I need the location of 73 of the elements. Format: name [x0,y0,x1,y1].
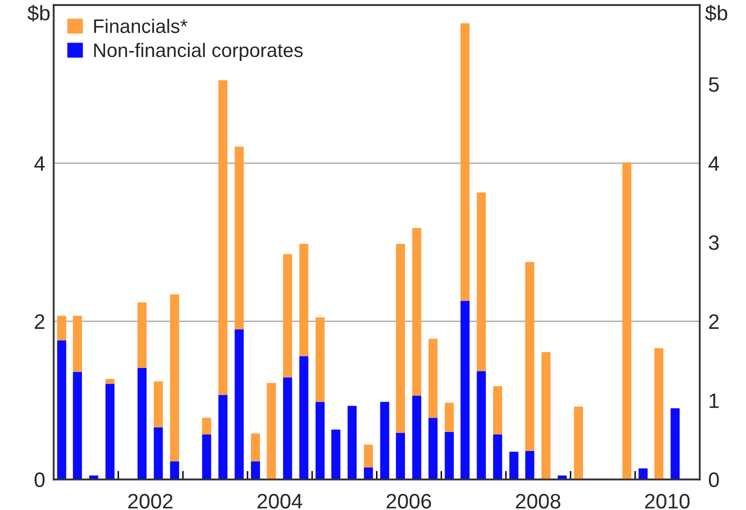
y2-tick-label: 3 [708,235,719,250]
x-tick-label: 2008 [516,494,560,509]
bar [654,348,664,480]
bar [476,371,486,480]
bar [670,408,680,480]
x-tick-label: 2004 [258,494,302,509]
legend-label: Non-financial corporates [94,42,303,62]
bar [396,432,405,480]
y2-tick-label: 1 [710,394,719,408]
bar [428,418,438,480]
bar [364,468,373,480]
bar [348,406,357,480]
x-tick-label: 2002 [128,494,172,509]
bar [525,450,534,480]
bar [316,402,325,480]
bar [380,402,390,480]
bar [266,382,276,480]
bar [412,228,422,396]
bar [105,379,115,384]
bar [57,316,66,340]
x-tick-label: 2006 [386,494,432,509]
y-tick-label: 2 [34,314,44,329]
bar [250,461,260,480]
bar [428,338,438,418]
bar [283,377,292,480]
bar [364,444,373,468]
bar [72,316,82,372]
bar [138,302,147,368]
bar [316,317,325,402]
bar [509,452,518,480]
bar [105,384,115,480]
x-tick-label: 2010 [645,494,690,509]
bar [444,432,454,480]
bar [170,294,180,462]
bar [541,352,551,480]
y-tick-label: 0 [34,472,45,488]
bar [299,356,308,480]
bar [622,162,632,480]
bar [154,427,163,480]
bar [476,192,486,372]
bar [493,434,502,480]
bar [57,340,66,480]
bar [460,23,470,301]
bar [202,418,212,434]
bar [525,262,534,451]
bar [234,329,244,480]
y-axis-title: $b [28,4,50,22]
y2-tick-label: 5 [708,77,719,92]
y2-axis-title: $b [705,4,728,22]
bar [331,430,340,480]
bar [72,372,82,480]
bar [218,80,228,395]
bar [218,394,228,480]
y-tick-label: 4 [34,156,45,171]
bar [154,381,163,428]
bar [574,406,584,480]
bar [444,402,454,432]
bar [638,468,648,480]
bar [170,461,180,480]
bar [460,300,470,480]
bar [138,368,147,480]
y2-tick-label: 2 [709,314,719,329]
bar [299,244,308,356]
y2-tick-label: 4 [708,156,720,171]
bar [202,434,212,480]
legend-label: Financials* [94,18,188,34]
bar [412,396,422,480]
bar [250,434,260,462]
bar [283,254,292,378]
bar [493,386,502,434]
y2-tick-label: 0 [708,472,719,488]
bar [396,244,405,433]
bar [234,146,244,330]
